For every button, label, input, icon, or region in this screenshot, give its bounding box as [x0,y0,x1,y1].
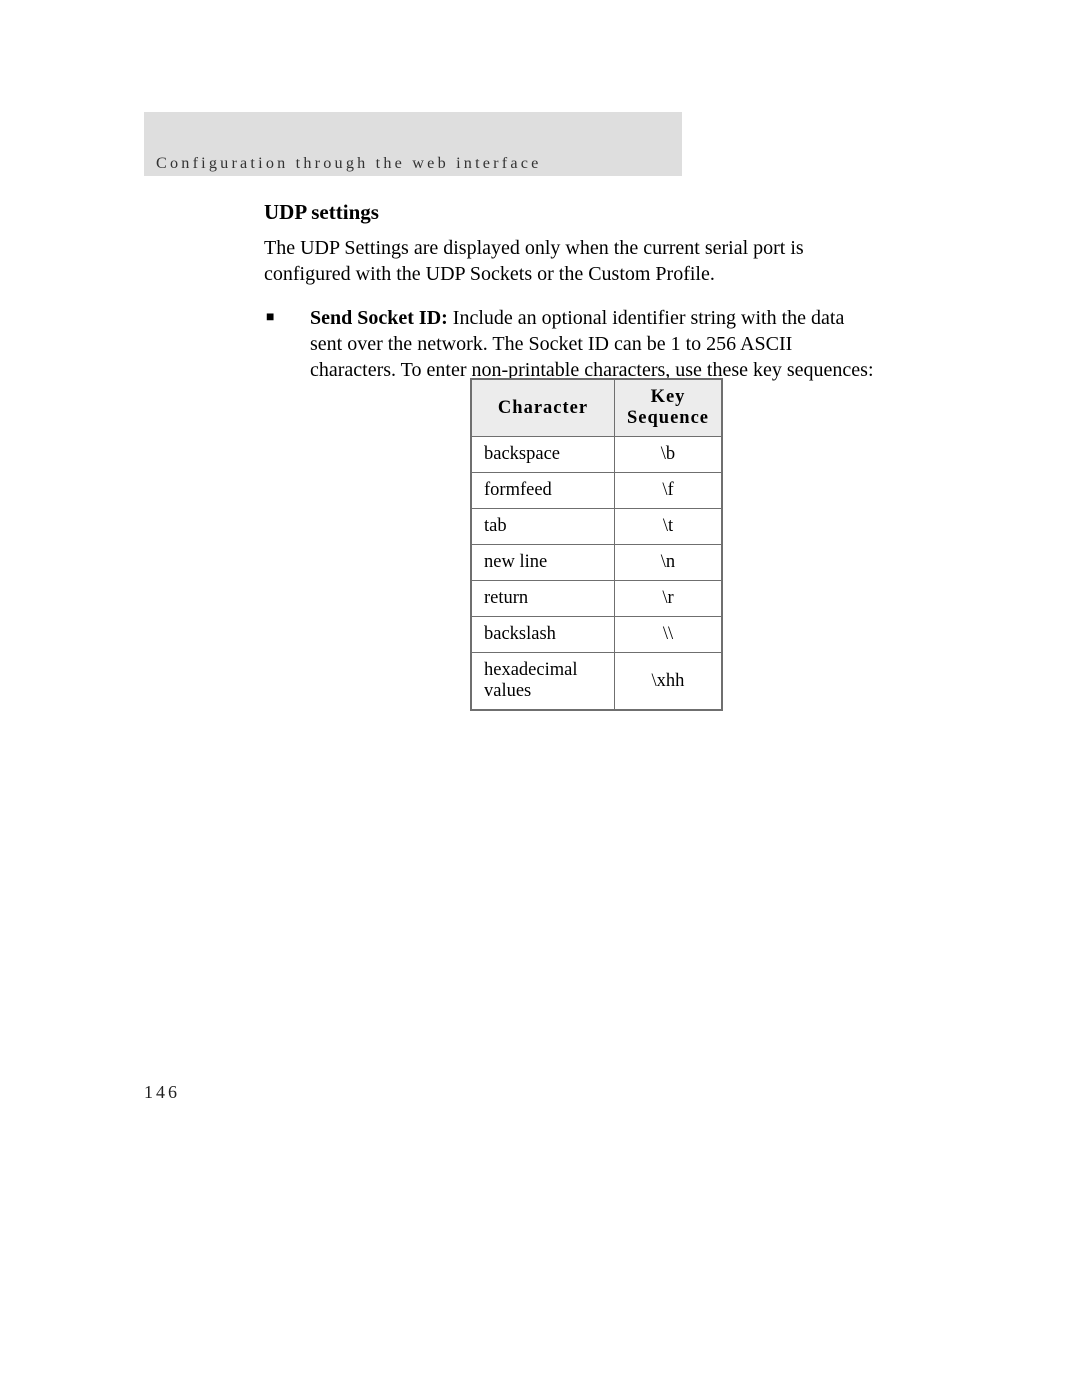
content-block: UDP settings The UDP Settings are displa… [264,200,880,383]
intro-paragraph: The UDP Settings are displayed only when… [264,235,880,287]
key-seq-line1: Key [651,387,686,407]
section-heading: UDP settings [264,200,880,225]
bullet-marker-icon: ■ [264,305,310,331]
escape-sequence-table: Character Key Sequence backspace \b form… [470,378,723,711]
cell-sequence: \n [615,545,723,581]
cell-character: return [471,581,615,617]
bullet-item: ■ Send Socket ID: Include an optional id… [264,305,880,383]
cell-character: new line [471,545,615,581]
key-seq-line2: Sequence [627,408,709,428]
cell-character: backspace [471,437,615,473]
cell-sequence: \r [615,581,723,617]
table-row: backspace \b [471,437,722,473]
cell-sequence: \t [615,509,723,545]
table-row: tab \t [471,509,722,545]
page-number: 146 [144,1082,180,1103]
cell-character: hexadecimal values [471,653,615,711]
col-header-key-sequence: Key Sequence [615,379,723,437]
cell-sequence: \b [615,437,723,473]
table-header-row: Character Key Sequence [471,379,722,437]
cell-character: tab [471,509,615,545]
cell-sequence: \\ [615,617,723,653]
table-row: new line \n [471,545,722,581]
cell-sequence: \f [615,473,723,509]
cell-character: backslash [471,617,615,653]
table-row: hexadecimal values \xhh [471,653,722,711]
bullet-bold-lead: Send Socket ID: [310,307,448,329]
table-row: formfeed \f [471,473,722,509]
table-row: backslash \\ [471,617,722,653]
bullet-text: Send Socket ID: Include an optional iden… [310,305,880,383]
running-header: Configuration through the web interface [156,154,542,173]
table-row: return \r [471,581,722,617]
cell-character: formfeed [471,473,615,509]
document-page: Configuration through the web interface … [0,0,1080,1397]
col-header-character: Character [471,379,615,437]
cell-sequence: \xhh [615,653,723,711]
